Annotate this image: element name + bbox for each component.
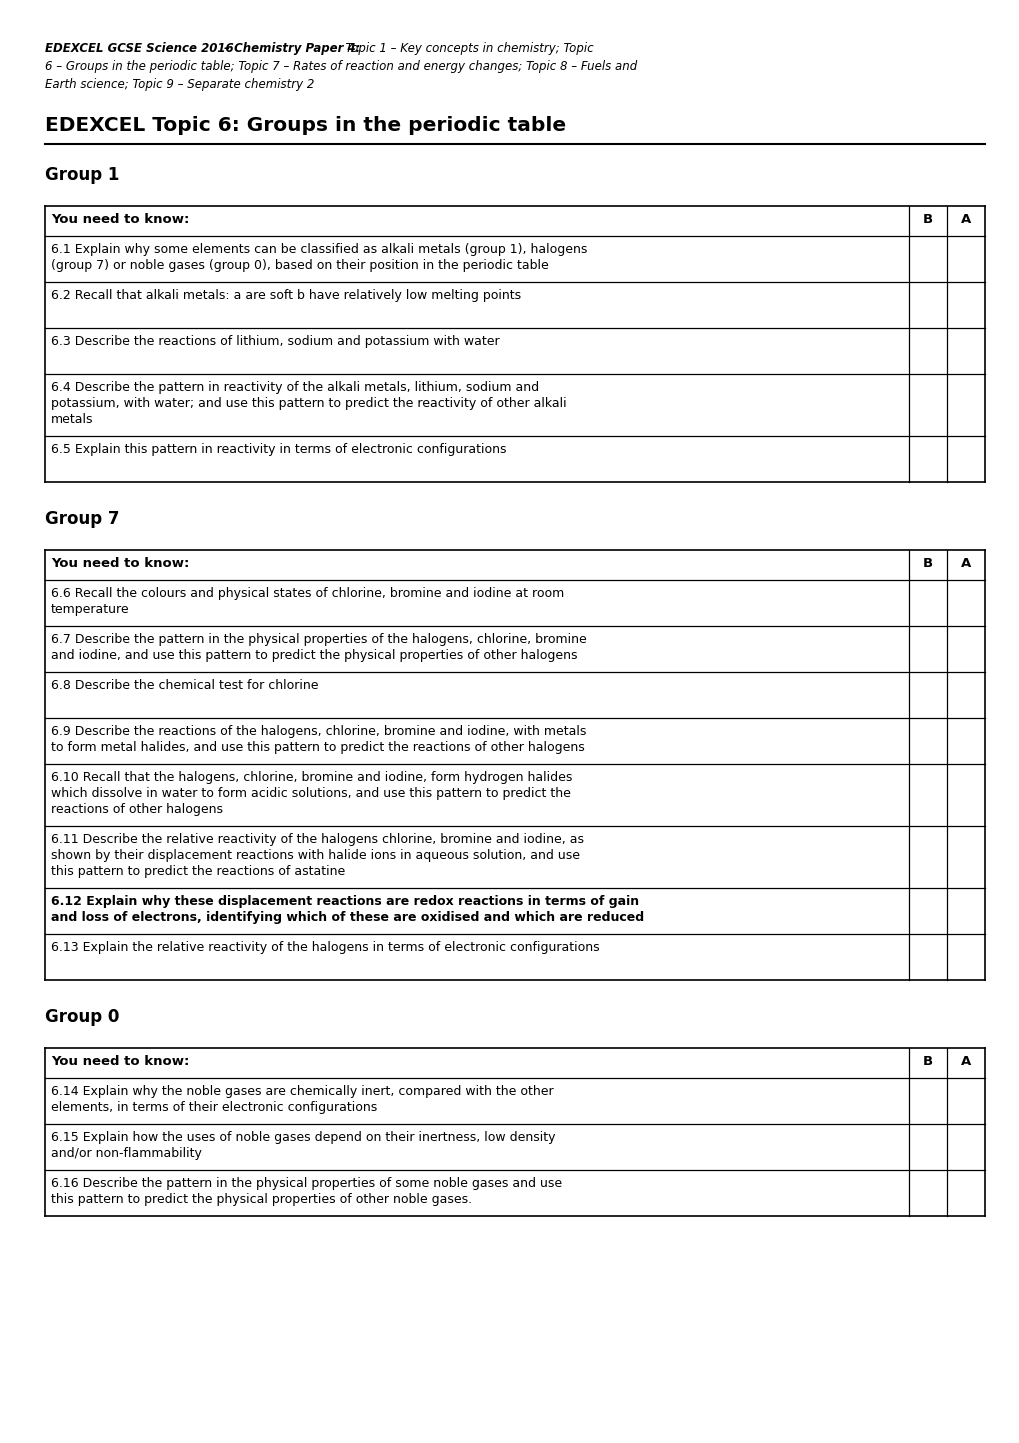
Text: 6.5 Explain this pattern in reactivity in terms of electronic configurations: 6.5 Explain this pattern in reactivity i… [51, 443, 506, 456]
Text: 6.14 Explain why the noble gases are chemically inert, compared with the other
e: 6.14 Explain why the noble gases are che… [51, 1085, 553, 1114]
Text: Earth science; Topic 9 – Separate chemistry 2: Earth science; Topic 9 – Separate chemis… [45, 78, 314, 91]
Text: 6.1 Explain why some elements can be classified as alkali metals (group 1), halo: 6.1 Explain why some elements can be cla… [51, 242, 587, 271]
Text: Group 1: Group 1 [45, 166, 119, 185]
Text: 6.7 Describe the pattern in the physical properties of the halogens, chlorine, b: 6.7 Describe the pattern in the physical… [51, 633, 586, 662]
Text: 6.10 Recall that the halogens, chlorine, bromine and iodine, form hydrogen halid: 6.10 Recall that the halogens, chlorine,… [51, 771, 572, 815]
Text: B: B [922, 1055, 932, 1068]
Text: 6.15 Explain how the uses of noble gases depend on their inertness, low density
: 6.15 Explain how the uses of noble gases… [51, 1131, 555, 1160]
Text: 6 – Groups in the periodic table; Topic 7 – Rates of reaction and energy changes: 6 – Groups in the periodic table; Topic … [45, 61, 637, 74]
Text: 6.2 Recall that alkali metals: a are soft b have relatively low melting points: 6.2 Recall that alkali metals: a are sof… [51, 289, 521, 302]
Text: 6.8 Describe the chemical test for chlorine: 6.8 Describe the chemical test for chlor… [51, 680, 318, 693]
Text: EDEXCEL GCSE Science 2016: EDEXCEL GCSE Science 2016 [45, 42, 233, 55]
Text: You need to know:: You need to know: [51, 557, 190, 570]
Text: Group 0: Group 0 [45, 1009, 119, 1026]
Text: A: A [960, 214, 970, 227]
Text: 6.16 Describe the pattern in the physical properties of some noble gases and use: 6.16 Describe the pattern in the physica… [51, 1177, 561, 1206]
Text: You need to know:: You need to know: [51, 1055, 190, 1068]
Text: A: A [960, 1055, 970, 1068]
Text: You need to know:: You need to know: [51, 214, 190, 227]
Text: 6.11 Describe the relative reactivity of the halogens chlorine, bromine and iodi: 6.11 Describe the relative reactivity of… [51, 833, 584, 877]
Text: 6.6 Recall the colours and physical states of chlorine, bromine and iodine at ro: 6.6 Recall the colours and physical stat… [51, 587, 564, 616]
Text: Topic 1 – Key concepts in chemistry; Topic: Topic 1 – Key concepts in chemistry; Top… [338, 42, 593, 55]
Text: 6.12 Explain why these displacement reactions are redox reactions in terms of ga: 6.12 Explain why these displacement reac… [51, 895, 644, 924]
Text: 6.13 Explain the relative reactivity of the halogens in terms of electronic conf: 6.13 Explain the relative reactivity of … [51, 941, 599, 954]
Text: EDEXCEL Topic 6: Groups in the periodic table: EDEXCEL Topic 6: Groups in the periodic … [45, 115, 566, 136]
Text: 6.4 Describe the pattern in reactivity of the alkali metals, lithium, sodium and: 6.4 Describe the pattern in reactivity o… [51, 381, 567, 426]
Text: A: A [960, 557, 970, 570]
Text: B: B [922, 214, 932, 227]
Text: B: B [922, 557, 932, 570]
Text: 6.9 Describe the reactions of the halogens, chlorine, bromine and iodine, with m: 6.9 Describe the reactions of the haloge… [51, 724, 586, 755]
Text: – Chemistry Paper 4:: – Chemistry Paper 4: [220, 42, 361, 55]
Text: Group 7: Group 7 [45, 509, 119, 528]
Text: 6.3 Describe the reactions of lithium, sodium and potassium with water: 6.3 Describe the reactions of lithium, s… [51, 335, 499, 348]
